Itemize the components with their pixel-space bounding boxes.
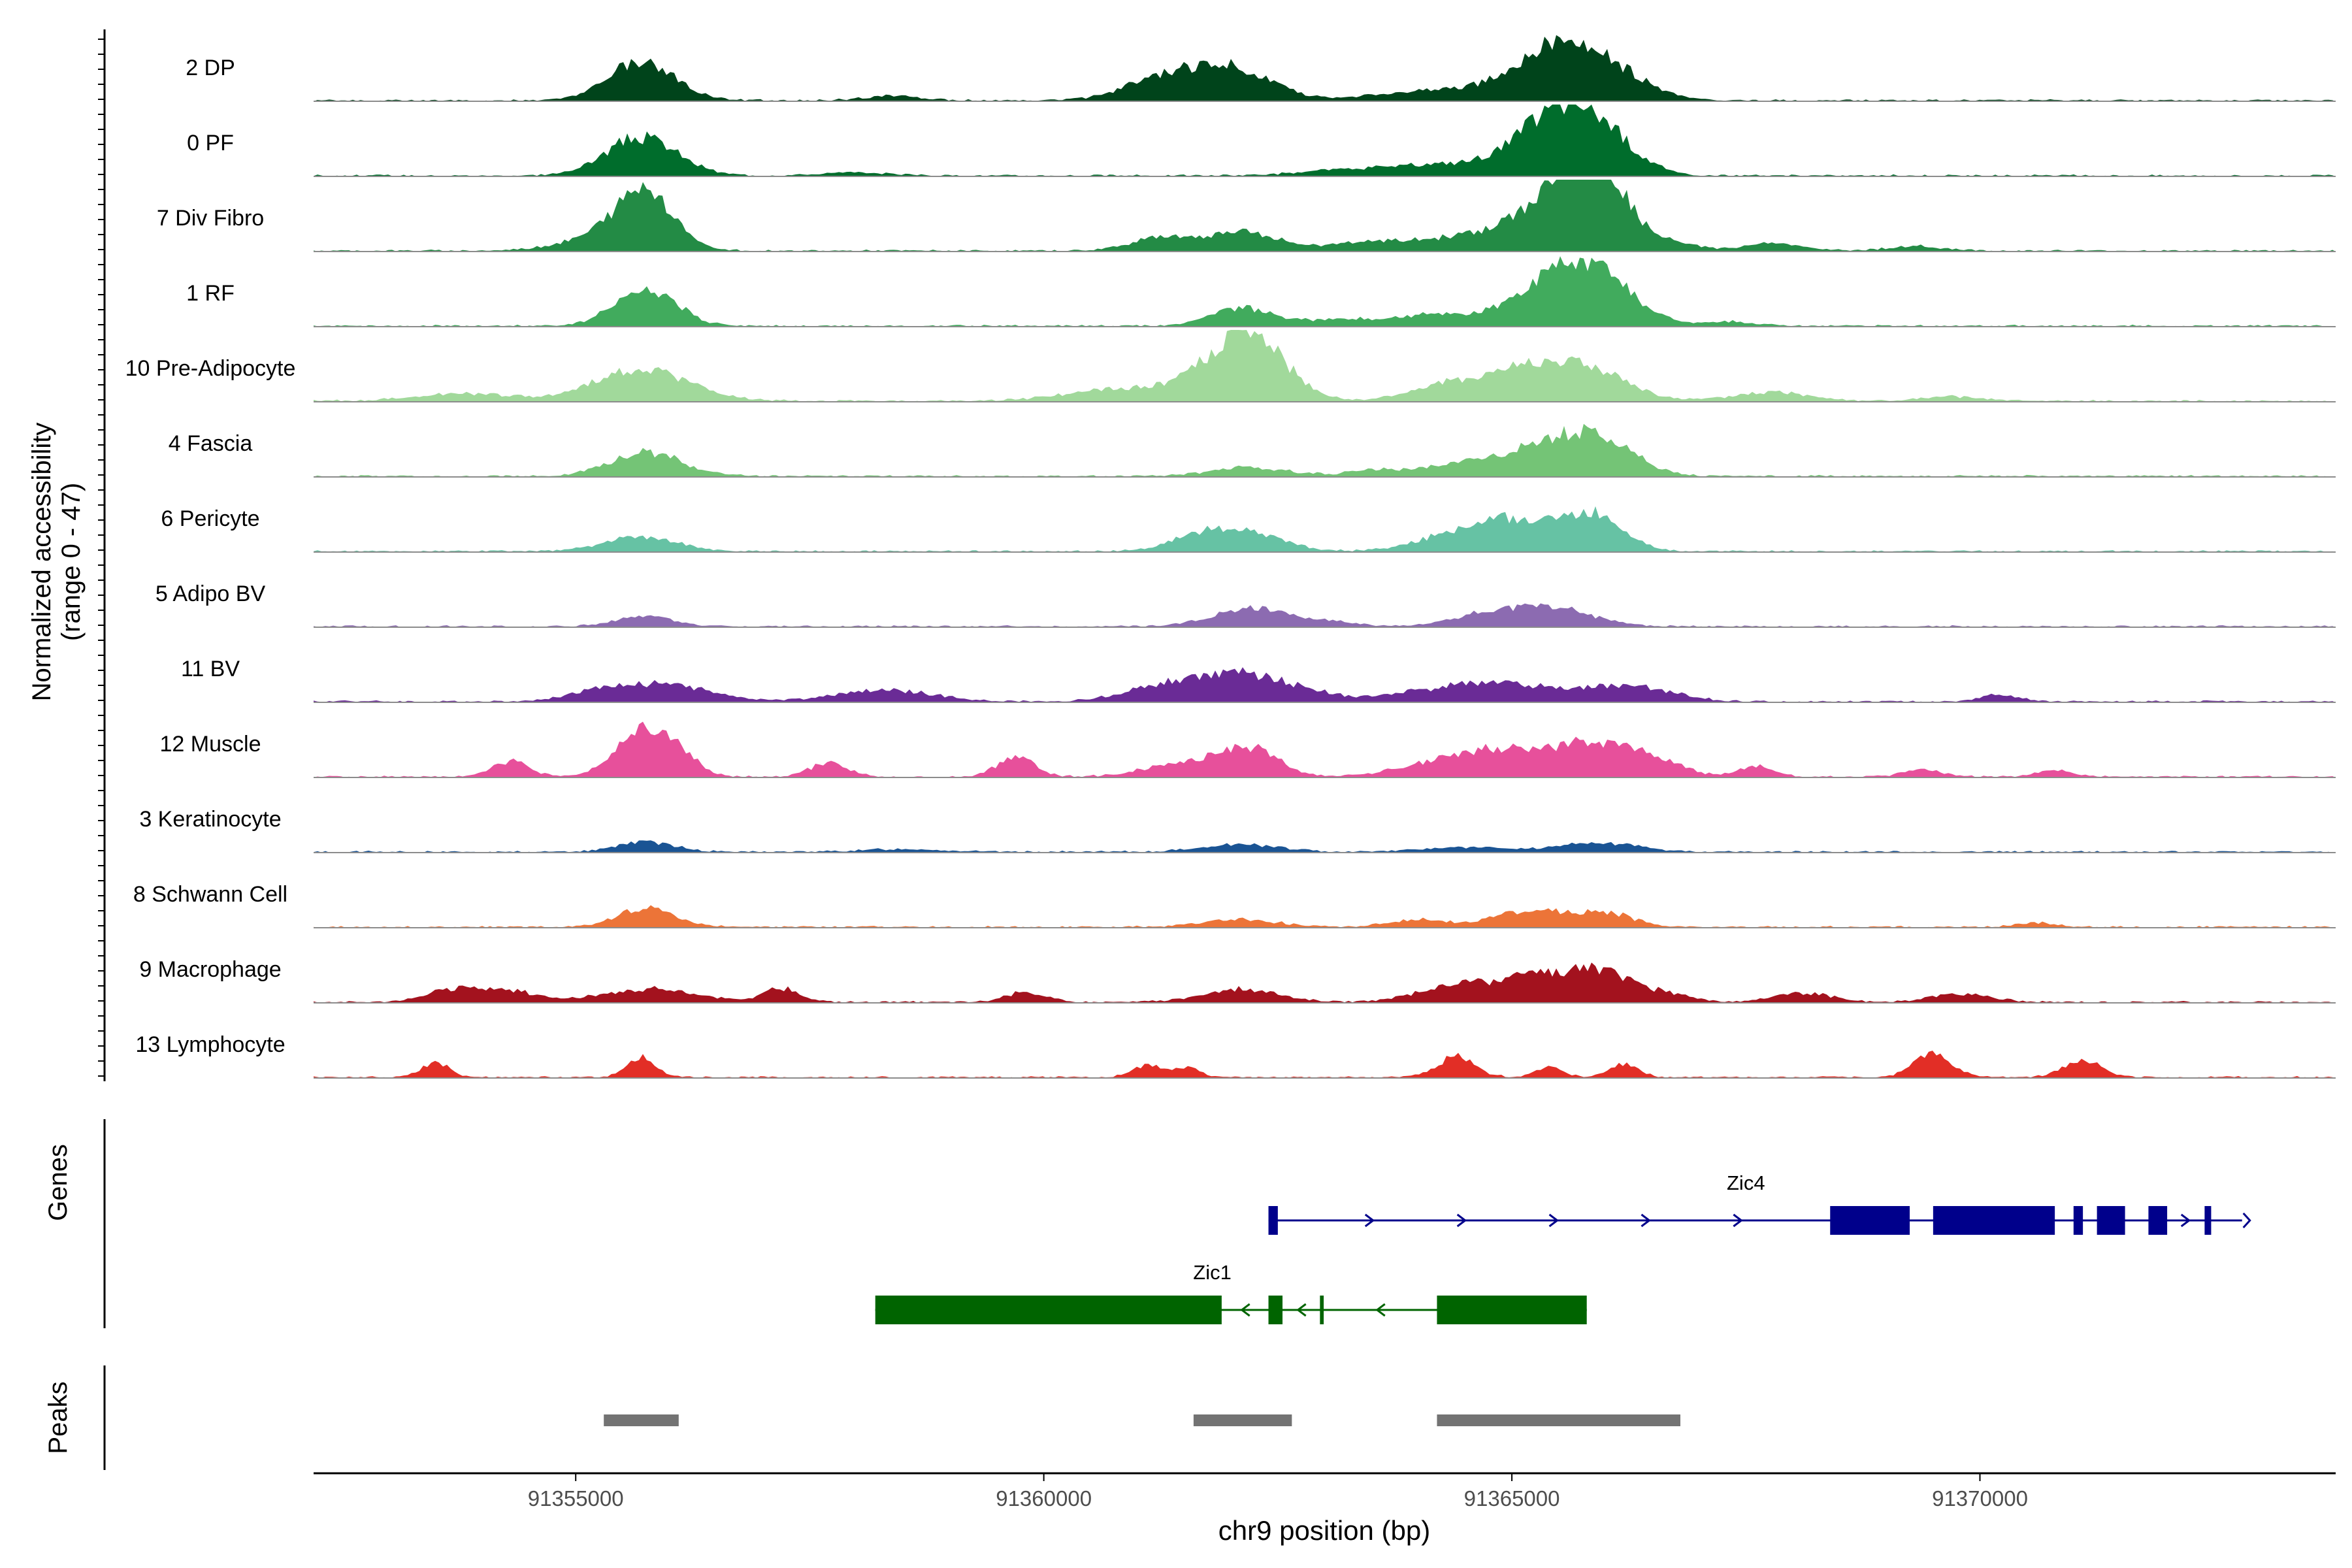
track-label-9-macrophage: 9 Macrophage <box>139 957 281 982</box>
track-label-0-pf: 0 PF <box>187 131 234 155</box>
x-tick-label: 91355000 <box>528 1486 624 1511</box>
gene-exon <box>1268 1296 1283 1324</box>
gene-exon <box>1437 1296 1587 1324</box>
track-8-schwann-cell: 8 Schwann Cell <box>133 882 2336 928</box>
track-5-adipo-bv: 5 Adipo BV <box>155 581 2336 628</box>
gene-exon <box>1320 1296 1324 1324</box>
gene-exon <box>2097 1206 2125 1235</box>
track-label-3-keratinocyte: 3 Keratinocyte <box>139 807 281 832</box>
strand-chevron <box>1364 1213 1375 1228</box>
track-label-12-muscle: 12 Muscle <box>160 732 261 757</box>
gene-exon <box>2204 1206 2212 1235</box>
strand-chevron <box>1733 1213 1743 1228</box>
strand-chevron <box>2180 1213 2191 1228</box>
gene-exon <box>1830 1206 1910 1235</box>
track-1-rf: 1 RF <box>186 256 2336 327</box>
coverage-area-5-adipo-bv <box>314 603 2336 627</box>
strand-chevron <box>2242 1212 2251 1229</box>
peaks-panel <box>103 1365 1680 1470</box>
track-label-7-div-fibro: 7 Div Fibro <box>157 206 264 231</box>
x-axis: 91355000 91360000 91365000 91370000 <box>314 1472 2336 1511</box>
y-axis-range-label: (range 0 - 47) <box>57 483 86 641</box>
track-10-pre-adipocyte: 10 Pre-Adipocyte <box>125 330 2336 402</box>
genes-panel-label: Genes <box>44 1144 73 1221</box>
peak-region-bar <box>604 1414 679 1426</box>
track-4-fascia: 4 Fascia <box>169 423 2336 478</box>
track-9-macrophage: 9 Macrophage <box>139 957 2336 1004</box>
x-tick-label: 91370000 <box>1932 1486 2028 1511</box>
genes-panel: Zic4 Zic1 <box>103 1119 2251 1328</box>
gene-zic4: Zic4 <box>1268 1171 2251 1235</box>
track-label-1-rf: 1 RF <box>186 281 235 306</box>
strand-chevron <box>1641 1213 1651 1228</box>
gene-exon <box>875 1296 1222 1324</box>
track-13-lymphocyte: 13 Lymphocyte <box>135 1032 2336 1079</box>
coverage-area-9-macrophage <box>314 962 2336 1003</box>
track-0-pf: 0 PF <box>187 105 2336 177</box>
coverage-area-13-lymphocyte <box>314 1051 2336 1078</box>
track-3-keratinocyte: 3 Keratinocyte <box>139 807 2336 853</box>
coverage-area-3-keratinocyte <box>314 840 2336 853</box>
track-12-muscle: 12 Muscle <box>160 721 2336 778</box>
strand-chevron <box>1456 1213 1467 1228</box>
track-label-11-bv: 11 BV <box>181 657 240 681</box>
coverage-area-11-bv <box>314 667 2336 702</box>
coverage-tracks: 2 DP 0 PF 7 Div Fibro 1 RF 10 Pre-Adipocyte 4… <box>125 35 2336 1079</box>
track-label-8-schwann-cell: 8 Schwann Cell <box>133 882 287 907</box>
track-6-pericyte: 6 Pericyte <box>161 506 2336 553</box>
gene-exon <box>1933 1206 2055 1235</box>
track-2-dp: 2 DP <box>186 35 2336 102</box>
track-label-13-lymphocyte: 13 Lymphocyte <box>135 1032 285 1057</box>
track-label-4-fascia: 4 Fascia <box>169 431 253 456</box>
track-label-10-pre-adipocyte: 10 Pre-Adipocyte <box>125 356 296 381</box>
x-tick-label: 91365000 <box>1464 1486 1560 1511</box>
peak-region-bar <box>1437 1414 1680 1426</box>
strand-chevron <box>1548 1213 1560 1228</box>
gene-exon <box>2148 1206 2168 1235</box>
coverage-y-axis <box>98 29 106 1081</box>
gene-label-zic4: Zic4 <box>1727 1171 1765 1194</box>
gene-exon <box>2073 1206 2083 1235</box>
peak-region-bar <box>1193 1414 1292 1426</box>
peaks-panel-label: Peaks <box>44 1381 73 1454</box>
coverage-area-12-muscle <box>314 721 2336 777</box>
x-tick-label: 91360000 <box>996 1486 1092 1511</box>
gene-zic1: Zic1 <box>875 1261 1587 1324</box>
track-7-div-fibro: 7 Div Fibro <box>157 180 2336 252</box>
track-label-5-adipo-bv: 5 Adipo BV <box>155 581 266 606</box>
track-label-2-dp: 2 DP <box>186 56 235 80</box>
y-axis-label: Normalized accessibility <box>27 423 56 702</box>
track-label-6-pericyte: 6 Pericyte <box>161 506 259 531</box>
strand-chevron <box>1375 1303 1386 1317</box>
strand-chevron <box>1296 1303 1307 1317</box>
track-11-bv: 11 BV <box>181 657 2336 703</box>
x-axis-label: chr9 position (bp) <box>1218 1515 1431 1546</box>
gene-label-zic1: Zic1 <box>1193 1261 1232 1284</box>
gene-exon <box>1268 1206 1278 1235</box>
strand-chevron <box>1240 1303 1250 1317</box>
